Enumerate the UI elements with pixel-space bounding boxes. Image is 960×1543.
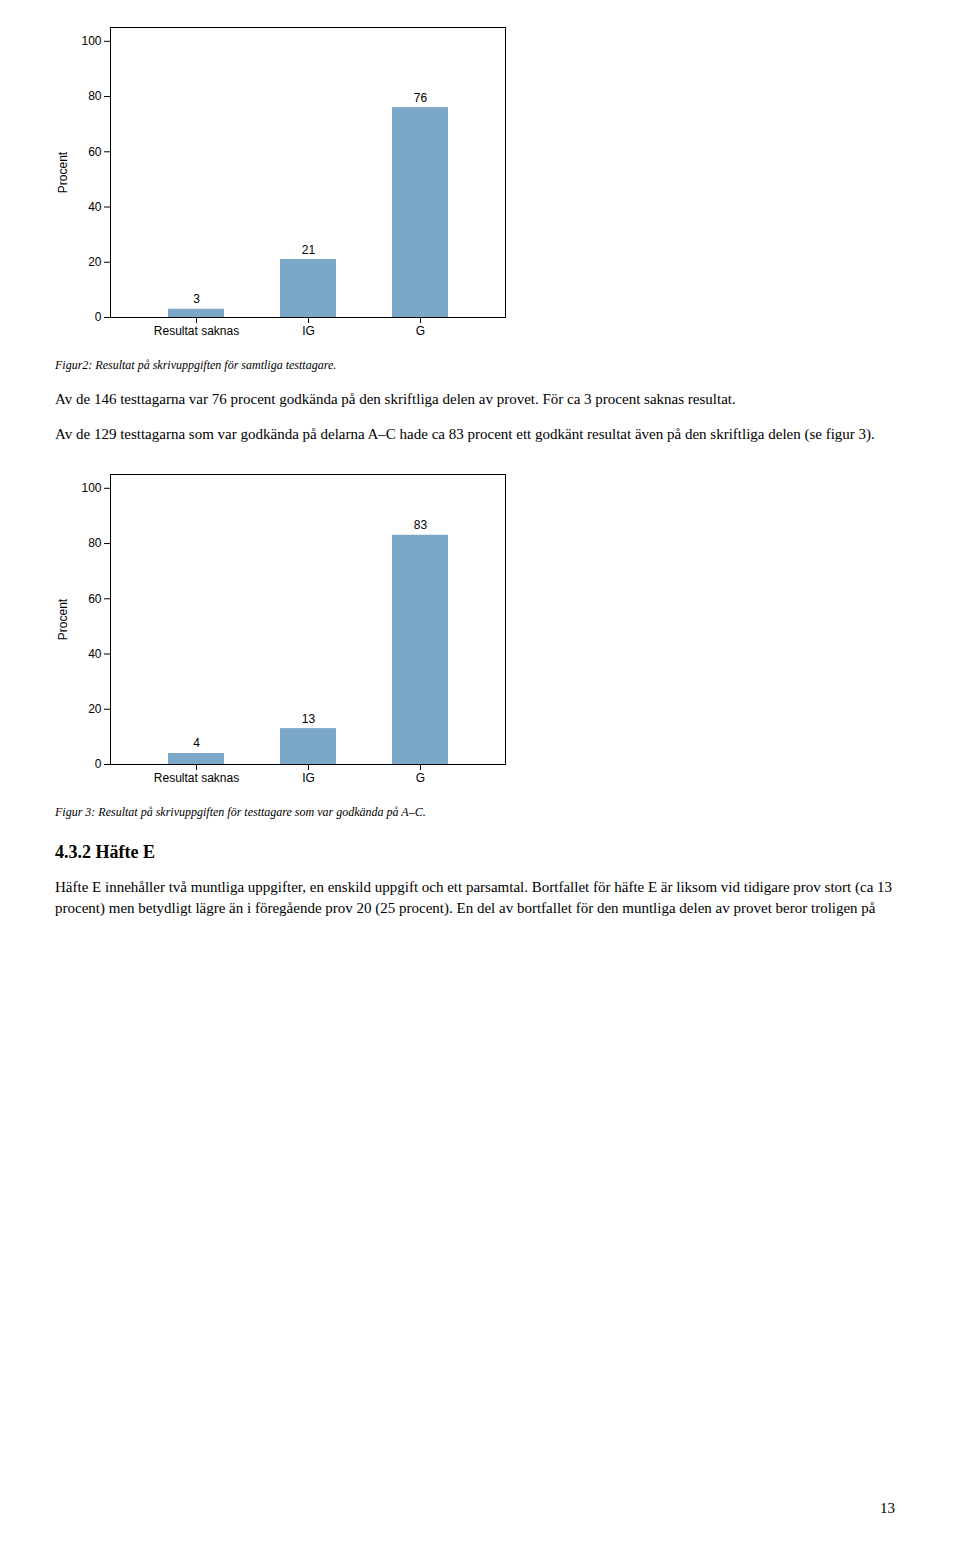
- svg-text:Resultat saknas: Resultat saknas: [154, 324, 239, 338]
- svg-text:3: 3: [193, 292, 200, 306]
- svg-text:80: 80: [88, 536, 102, 550]
- svg-text:Procent: Procent: [56, 151, 70, 193]
- html-text:Figur 3: Resultat på skrivuppg: Figur 3: Resultat på skrivuppgiften för …: [55, 805, 426, 819]
- svg-text:60: 60: [88, 592, 102, 606]
- html-text:Häfte E innehåller två muntlig: Häfte E innehåller två muntliga uppgifte…: [55, 879, 893, 916]
- html-text:13: 13: [880, 1500, 895, 1516]
- svg-text:80: 80: [88, 89, 102, 103]
- svg-text:G: G: [416, 771, 425, 785]
- svg-text:4: 4: [193, 736, 200, 750]
- svg-text:Resultat saknas: Resultat saknas: [154, 771, 239, 785]
- svg-text:13: 13: [302, 712, 316, 726]
- html-text:Av de 146 testtagarna var 76 p: Av de 146 testtagarna var 76 procent god…: [55, 391, 736, 407]
- svg-text:G: G: [416, 324, 425, 338]
- svg-text:Procent: Procent: [56, 598, 70, 640]
- svg-text:0: 0: [95, 757, 102, 771]
- svg-text:40: 40: [88, 200, 102, 214]
- svg-text:40: 40: [88, 647, 102, 661]
- svg-text:76: 76: [414, 91, 428, 105]
- svg-text:IG: IG: [302, 771, 315, 785]
- svg-text:0: 0: [95, 310, 102, 324]
- html-text:Figur2: Resultat på skrivuppgi: Figur2: Resultat på skrivuppgiften för s…: [55, 358, 337, 372]
- svg-text:20: 20: [88, 255, 102, 269]
- svg-text:83: 83: [414, 518, 428, 532]
- svg-text:21: 21: [302, 243, 316, 257]
- svg-text:20: 20: [88, 702, 102, 716]
- svg-text:60: 60: [88, 145, 102, 159]
- svg-text:100: 100: [81, 481, 101, 495]
- html-text:Av de 129 testtagarna som var: Av de 129 testtagarna som var godkända p…: [55, 426, 875, 442]
- svg-text:100: 100: [81, 34, 101, 48]
- html-text:4.3.2 Häfte E: 4.3.2 Häfte E: [55, 842, 155, 862]
- svg-text:IG: IG: [302, 324, 315, 338]
